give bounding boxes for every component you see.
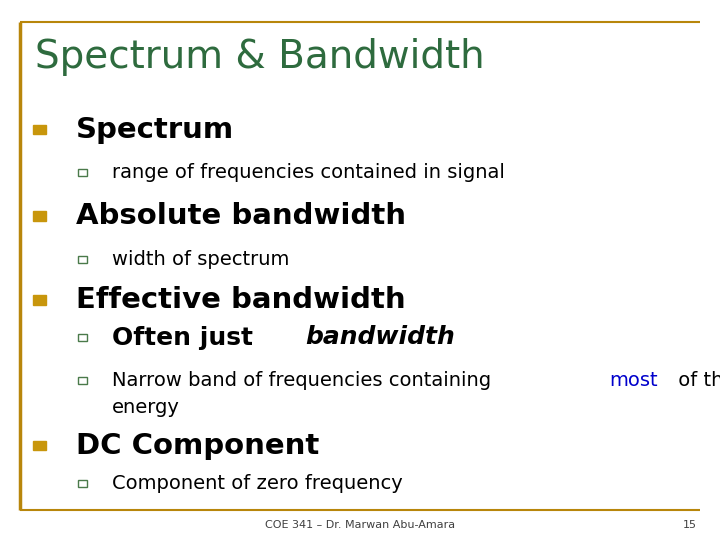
Text: Absolute bandwidth: Absolute bandwidth: [76, 202, 405, 230]
Bar: [33, 211, 46, 221]
Text: Spectrum & Bandwidth: Spectrum & Bandwidth: [35, 38, 484, 76]
Text: bandwidth: bandwidth: [305, 326, 454, 349]
Text: 15: 15: [683, 520, 697, 530]
Text: Effective bandwidth: Effective bandwidth: [76, 286, 405, 314]
Bar: [78, 255, 88, 262]
Bar: [33, 295, 46, 305]
Bar: [33, 125, 46, 134]
Text: width of spectrum: width of spectrum: [112, 249, 289, 269]
Bar: [78, 480, 88, 487]
Text: of the: of the: [672, 371, 720, 390]
Text: energy: energy: [112, 398, 179, 417]
Text: Spectrum: Spectrum: [76, 116, 234, 144]
Bar: [33, 441, 46, 450]
Text: Often just: Often just: [112, 326, 261, 349]
Text: most: most: [609, 371, 657, 390]
Bar: [78, 377, 88, 384]
Bar: [78, 169, 88, 176]
Bar: [78, 334, 88, 341]
Text: range of frequencies contained in signal: range of frequencies contained in signal: [112, 163, 505, 183]
Text: Narrow band of frequencies containing: Narrow band of frequencies containing: [112, 371, 497, 390]
Text: COE 341 – Dr. Marwan Abu-Amara: COE 341 – Dr. Marwan Abu-Amara: [265, 520, 455, 530]
Text: Component of zero frequency: Component of zero frequency: [112, 474, 402, 493]
Text: DC Component: DC Component: [76, 431, 319, 460]
